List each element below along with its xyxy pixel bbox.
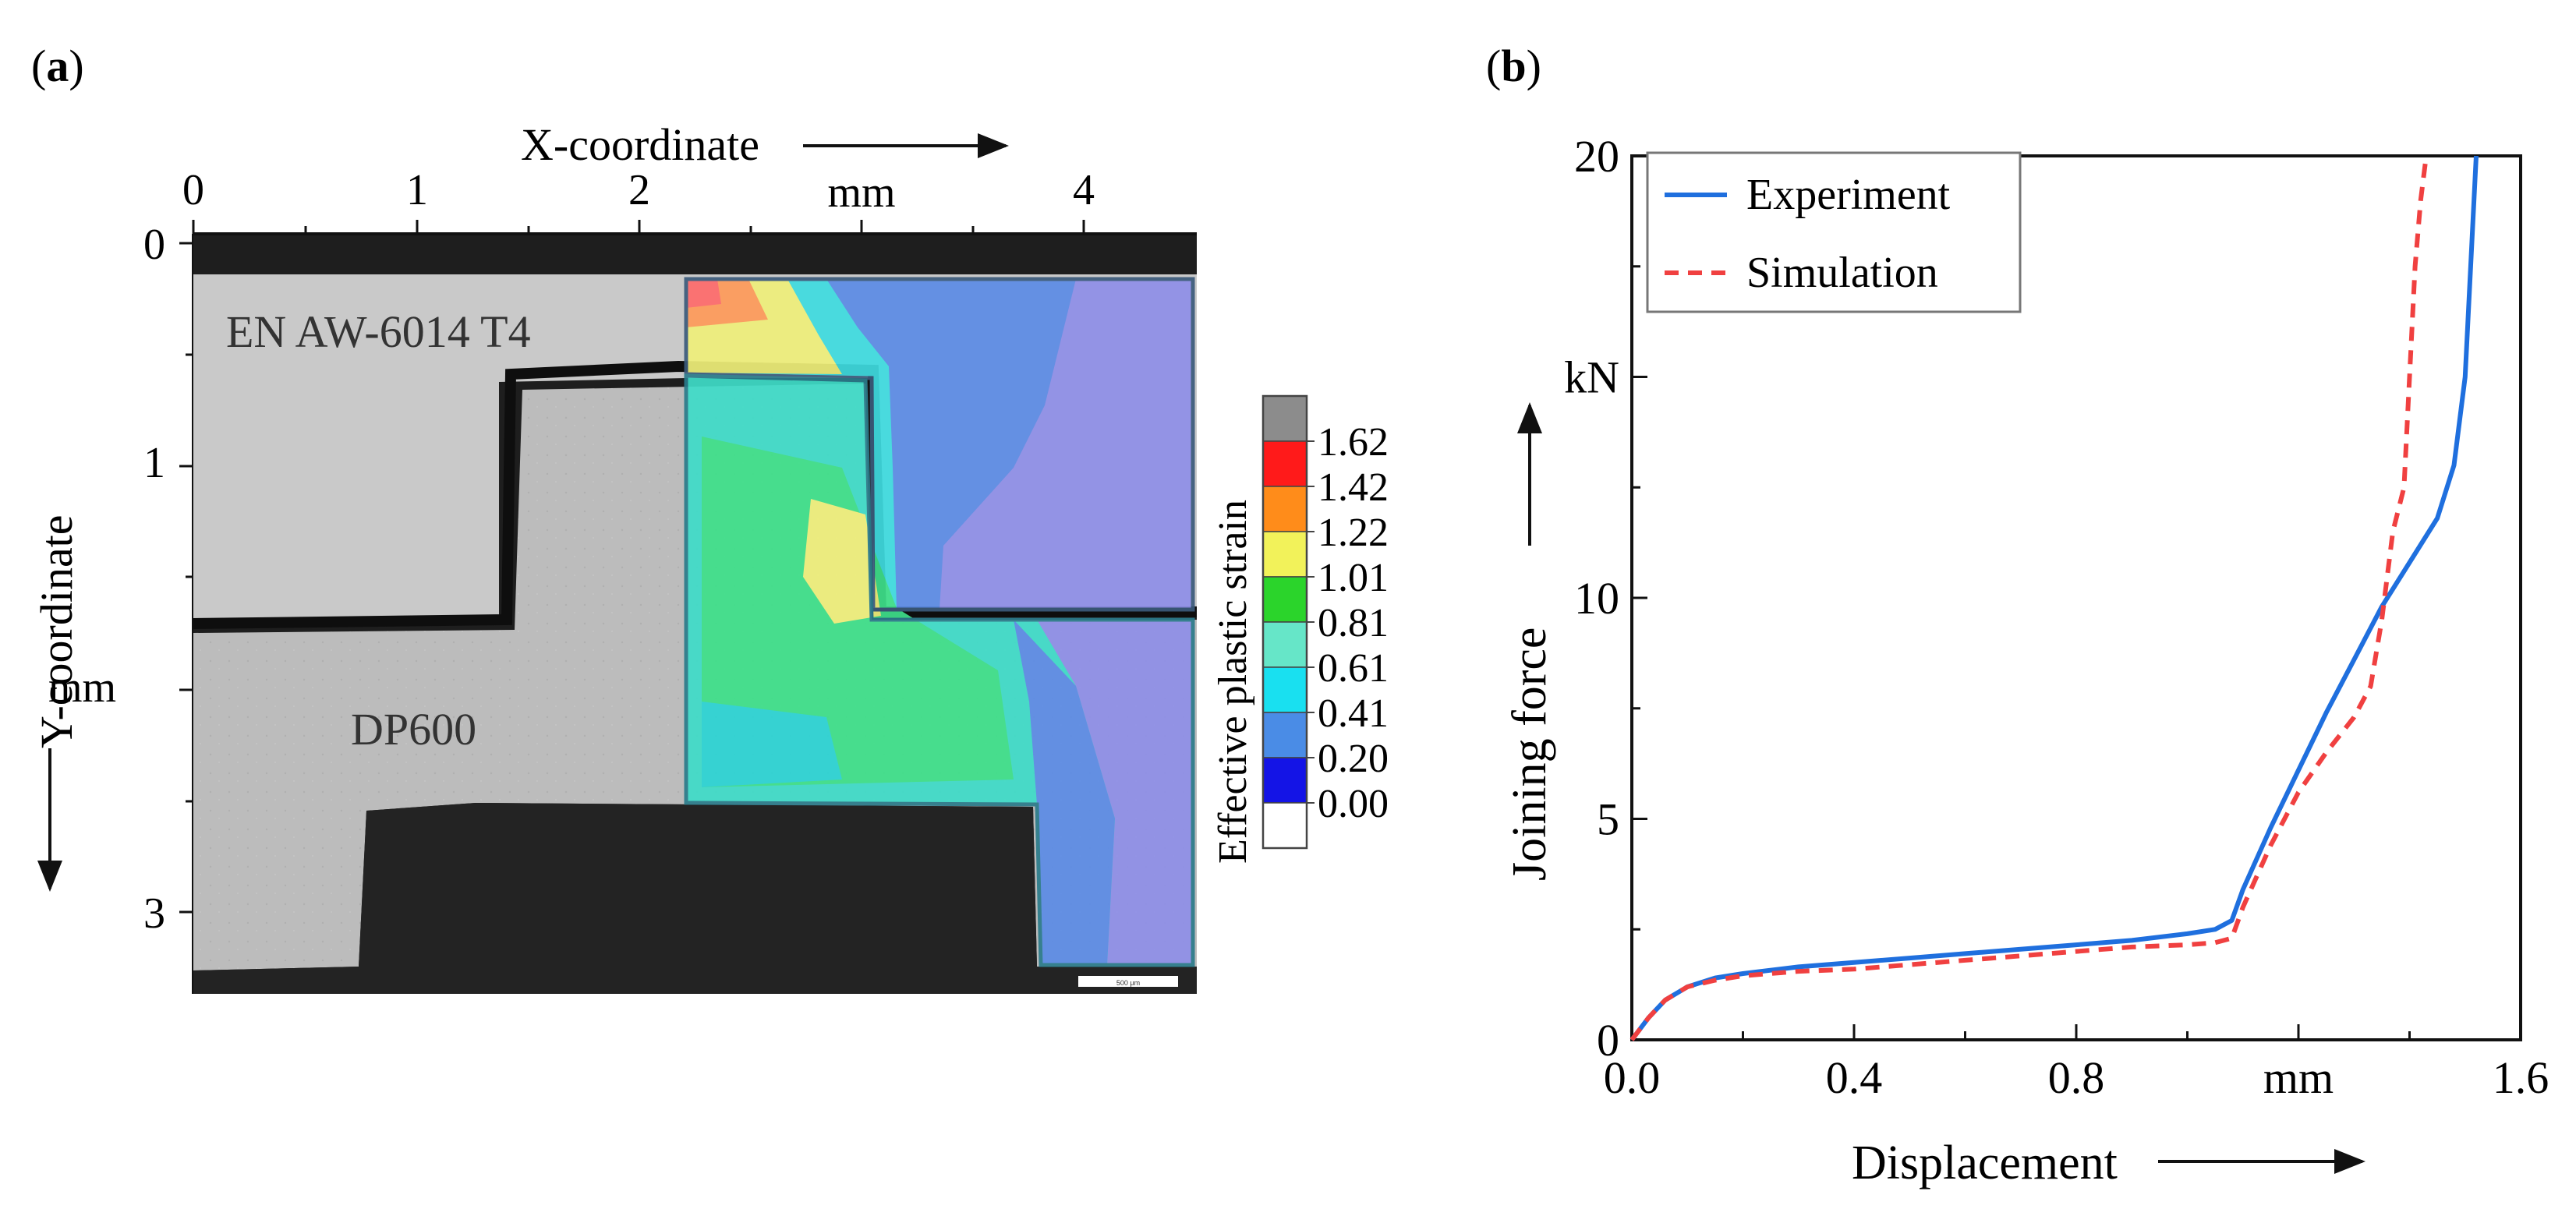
colorbar-swatch bbox=[1262, 486, 1307, 532]
x-tick-label: 1.6 bbox=[2493, 1052, 2549, 1103]
legend-entry-simulation: Simulation bbox=[1746, 249, 1938, 297]
x-axis-ticks: 0.0 0.4 0.8 mm 1.6 bbox=[1604, 1024, 2549, 1103]
colorbar-swatch bbox=[1262, 576, 1307, 623]
panel-b-label: (b) bbox=[1486, 41, 1541, 91]
colorbar-level-label: 1.42 bbox=[1318, 465, 1389, 510]
panel-a-label: (a) bbox=[31, 41, 84, 91]
y-tick-label: 0 bbox=[143, 221, 165, 269]
scale-bar-label: 500 μm bbox=[1116, 979, 1140, 987]
overlay-upper-low-strain bbox=[939, 279, 1193, 610]
micrograph-top-ticks bbox=[192, 220, 1085, 234]
x-tick-label: 4 bbox=[1073, 166, 1095, 214]
series-lines bbox=[1629, 155, 2479, 1041]
overlay-lower-low bbox=[1037, 620, 1193, 965]
upper-sheet-label: EN AW-6014 T4 bbox=[226, 306, 531, 357]
micrograph-left-ticks bbox=[179, 242, 193, 914]
x-tick-label: 0.0 bbox=[1604, 1052, 1661, 1103]
legend: Experiment Simulation bbox=[1646, 151, 2022, 313]
colorbar-swatch bbox=[1262, 395, 1307, 442]
colorbar-level-label: 0.20 bbox=[1318, 737, 1389, 781]
strain-colorbar: 1.621.421.221.010.810.610.410.200.00 bbox=[1261, 394, 1389, 850]
colorbar-level-label: 1.62 bbox=[1318, 420, 1389, 465]
legend-entry-experiment: Experiment bbox=[1746, 171, 1951, 219]
colorbar-swatch bbox=[1262, 531, 1307, 578]
y-unit-label: mm bbox=[48, 663, 116, 712]
colorbar-level-label: 0.00 bbox=[1318, 782, 1389, 826]
y-tick-label: 3 bbox=[143, 889, 165, 938]
x-tick-label: 0.8 bbox=[2048, 1052, 2105, 1103]
colorbar-swatch bbox=[1262, 802, 1307, 849]
colorbar-swatch bbox=[1262, 757, 1307, 804]
y-coordinate-title: Y-coordinate bbox=[31, 514, 82, 748]
colorbar-title: Effective plastic strain bbox=[1211, 500, 1255, 864]
colorbar-swatch bbox=[1262, 712, 1307, 758]
colorbar-level-label: 0.61 bbox=[1318, 646, 1389, 691]
x-tick-label: 0 bbox=[182, 166, 204, 214]
colorbar-level-label: 1.22 bbox=[1318, 511, 1389, 555]
scale-bar bbox=[1078, 976, 1178, 987]
force-displacement-chart: 0.0 0.4 0.8 mm 1.6 0 5 10 kN 20 Displacement Joi… bbox=[1503, 131, 2549, 1189]
series-line-simulation bbox=[1629, 155, 2429, 1041]
y-tick-label: kN bbox=[1564, 352, 1619, 403]
y-tick-label: 20 bbox=[1574, 131, 1619, 182]
colorbar-swatch bbox=[1262, 666, 1307, 713]
colorbar-level-label: 0.41 bbox=[1318, 691, 1389, 736]
x-tick-label: 0.4 bbox=[1826, 1052, 1883, 1103]
y-tick-label: 10 bbox=[1574, 573, 1619, 624]
x-unit-label: mm bbox=[827, 168, 895, 217]
die-region bbox=[193, 803, 1197, 994]
overlay-lower-cyan bbox=[702, 702, 842, 787]
strain-contour-overlay bbox=[684, 277, 1195, 967]
y-tick-label: 1 bbox=[143, 439, 165, 487]
x-tick-label: mm bbox=[2263, 1052, 2334, 1103]
colorbar-swatch bbox=[1262, 440, 1307, 487]
x-axis-title: Displacement bbox=[1852, 1136, 2118, 1189]
y-axis-title: Joining force bbox=[1503, 627, 1556, 881]
y-axis-ticks: 0 5 10 kN 20 bbox=[1564, 131, 1647, 1066]
colorbar-level-label: 1.01 bbox=[1318, 556, 1389, 600]
lower-sheet-label: DP600 bbox=[351, 704, 476, 755]
overlay-lower-yellow bbox=[803, 499, 881, 624]
colorbar-swatch bbox=[1262, 621, 1307, 668]
x-tick-label: 1 bbox=[406, 166, 428, 214]
x-tick-label: 2 bbox=[628, 166, 650, 214]
legend-box bbox=[1646, 151, 2022, 313]
x-coordinate-title: X-coordinate bbox=[521, 119, 759, 170]
y-tick-label: 0 bbox=[1597, 1015, 1619, 1066]
colorbar-level-label: 0.81 bbox=[1318, 601, 1389, 645]
overlay-upper-max bbox=[686, 279, 721, 308]
y-tick-label: 5 bbox=[1597, 794, 1619, 845]
overlay-lower-outline bbox=[684, 373, 1195, 967]
